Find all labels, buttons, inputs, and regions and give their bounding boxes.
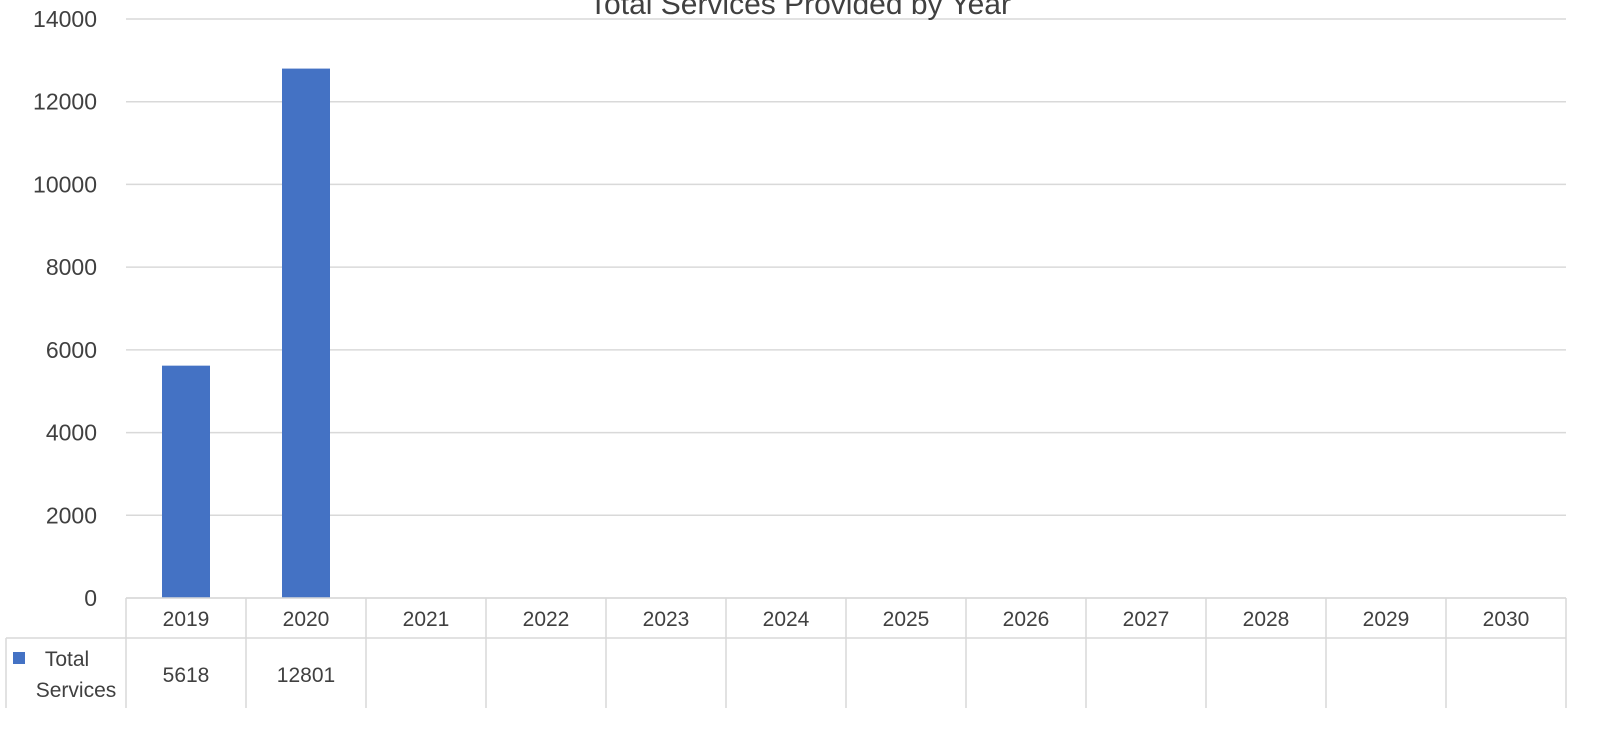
gridlines [126,18,1566,599]
x-tick-label: 2028 [1243,608,1290,631]
bar-2020 [282,68,330,598]
x-tick-label: 2026 [1003,608,1050,631]
y-tick-label: 12000 [33,89,97,115]
x-tick-label: 2024 [763,608,810,631]
x-tick-label: 2025 [883,608,930,631]
y-tick-label: 6000 [46,337,97,363]
x-tick-label: 2022 [523,608,570,631]
chart-title: Total Services Provided by Year [589,0,1011,21]
data-label: 5618 [163,664,210,687]
x-tick-label: 2027 [1123,608,1170,631]
x-tick-label: 2021 [403,608,450,631]
data-table: 2019 5618 2020 12801 2021 2022 2023 2024 2025 202… [5,597,1567,708]
y-tick-label: 2000 [46,502,97,528]
x-tick-label: 2020 [283,608,330,631]
legend-swatch [13,652,25,664]
x-tick-label: 2019 [163,608,210,631]
x-tick-label: 2030 [1483,608,1530,631]
y-tick-label: 8000 [46,254,97,280]
y-tick-label: 4000 [46,420,97,446]
bar-2019 [162,365,210,598]
y-tick-label: 0 [84,585,97,611]
legend-key: Total Services [13,648,116,702]
x-tick-label: 2023 [643,608,690,631]
legend-label-line2: Services [36,679,117,702]
y-tick-label: 14000 [33,6,97,32]
bars [162,68,330,598]
legend-label-line1: Total [45,648,89,671]
x-tick-label: 2029 [1363,608,1410,631]
data-label: 12801 [277,664,335,687]
y-axis-tick-labels: 0 2000 4000 6000 8000 10000 12000 14000 [33,6,97,611]
y-tick-label: 10000 [33,171,97,197]
